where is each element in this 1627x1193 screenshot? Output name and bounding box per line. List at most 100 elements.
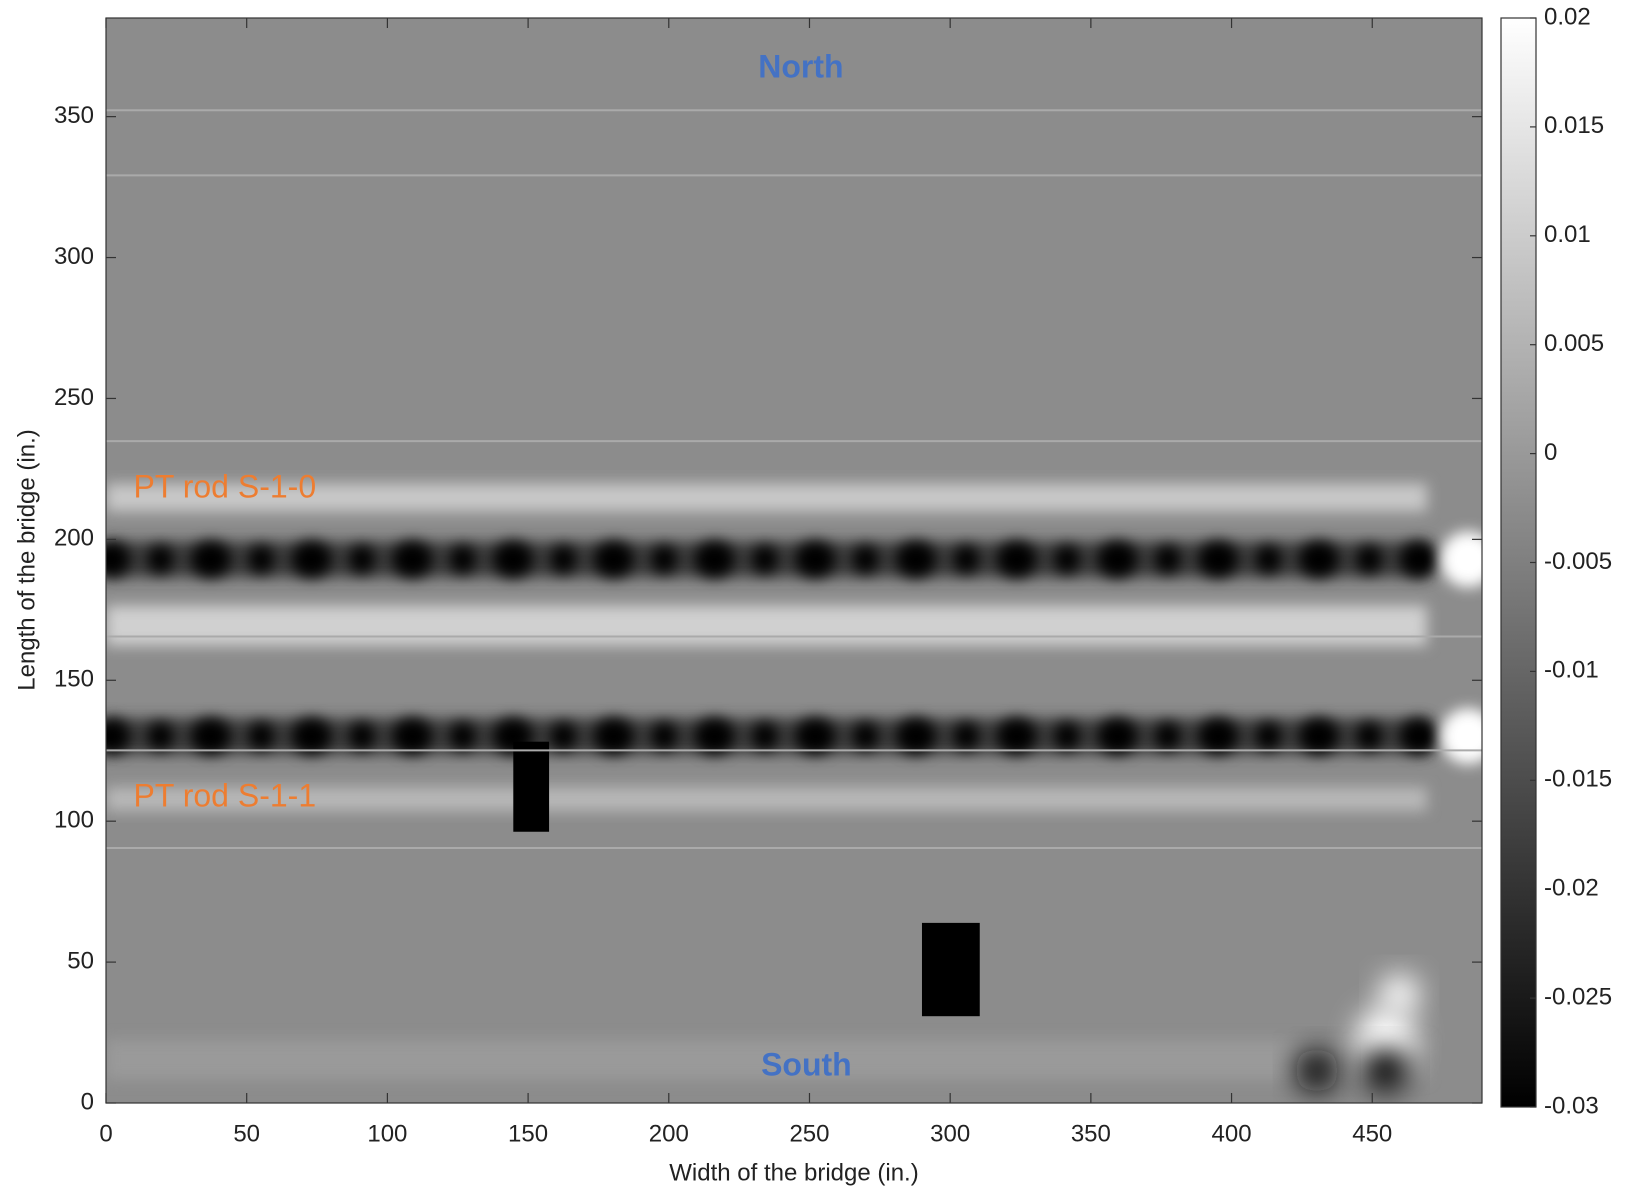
rod-spot <box>1399 541 1440 578</box>
rod-spot <box>996 718 1037 755</box>
x-tick-label: 400 <box>1212 1120 1252 1147</box>
y-tick-label: 150 <box>54 666 94 693</box>
rod-spot <box>291 541 332 578</box>
rod-spot <box>953 545 980 574</box>
x-tick-label: 0 <box>99 1120 112 1147</box>
rod-spot <box>1154 545 1181 574</box>
rod-spot <box>550 545 577 574</box>
rod-spot <box>106 718 131 755</box>
rod-spot <box>852 722 879 751</box>
rod-spot <box>1255 722 1282 751</box>
rod-spot <box>291 718 332 755</box>
rod-spot <box>895 541 936 578</box>
light-band <box>106 605 1427 646</box>
x-tick-label: 200 <box>649 1120 689 1147</box>
plot-frame <box>105 17 1483 1104</box>
colorbar-tick-label: 0.01 <box>1544 221 1591 248</box>
rod-spot <box>1298 718 1339 755</box>
rod-spot <box>1356 722 1383 751</box>
rod-spot <box>392 541 433 578</box>
light-band <box>106 1039 1427 1080</box>
rod-spot <box>348 722 375 751</box>
annotation: PT rod S-1-0 <box>134 468 317 504</box>
y-axis-label: Length of the bridge (in.) <box>13 429 40 691</box>
x-tick-label: 350 <box>1071 1120 1111 1147</box>
rod-spot <box>852 545 879 574</box>
y-tick-label: 50 <box>67 947 94 974</box>
rod-spot <box>449 545 476 574</box>
colorbar-tick-label: 0.005 <box>1544 330 1604 357</box>
heatmap-field <box>106 18 1482 1103</box>
rod-spot <box>795 541 836 578</box>
rod-spot <box>651 545 678 574</box>
rod-spot <box>1053 722 1080 751</box>
rod-spot <box>1399 718 1440 755</box>
rod-spot <box>1198 541 1239 578</box>
rod-spot <box>1255 545 1282 574</box>
rod-spot <box>106 541 131 578</box>
rod-spot <box>996 541 1037 578</box>
x-tick-label: 150 <box>508 1120 548 1147</box>
rod-spot <box>694 541 735 578</box>
colorbar-tick-label: -0.005 <box>1544 548 1612 575</box>
rod-spot <box>449 722 476 751</box>
x-tick-label: 100 <box>367 1120 407 1147</box>
colorbar-tick-label: 0 <box>1544 439 1557 466</box>
rod-spot <box>550 722 577 751</box>
corner-spot <box>1355 1007 1416 1068</box>
annotation: PT rod S-1-1 <box>134 777 317 813</box>
annotation: South <box>761 1046 852 1082</box>
rod-spot <box>493 541 534 578</box>
annotation: North <box>758 48 843 84</box>
rod-spot <box>751 545 778 574</box>
colorbar-tick-label: -0.02 <box>1544 875 1599 902</box>
rod-spot <box>1097 541 1138 578</box>
bright-spot <box>1440 708 1482 765</box>
x-tick-label: 300 <box>930 1120 970 1147</box>
y-tick-label: 350 <box>54 102 94 129</box>
rod-spot <box>593 541 634 578</box>
colorbar-tick-label: -0.025 <box>1544 983 1612 1010</box>
rod-spot <box>147 722 174 751</box>
light-band <box>106 787 1427 812</box>
rod-spot <box>248 722 275 751</box>
rod-spot <box>1053 545 1080 574</box>
corner-spot <box>1363 1048 1408 1093</box>
colorbar-tick-label: -0.01 <box>1544 657 1599 684</box>
rod-spot <box>1298 541 1339 578</box>
y-tick-label: 300 <box>54 243 94 270</box>
colorbar-tick-label: -0.03 <box>1544 1092 1599 1119</box>
light-band <box>106 483 1427 512</box>
mask-block <box>513 741 550 832</box>
x-axis-label: Width of the bridge (in.) <box>669 1159 918 1186</box>
corner-spot <box>1379 974 1420 1015</box>
rod-spot <box>953 722 980 751</box>
y-tick-label: 100 <box>54 807 94 834</box>
rod-spot <box>593 718 634 755</box>
rod-spot <box>694 718 735 755</box>
rod-spot <box>190 541 231 578</box>
rod-spot <box>795 718 836 755</box>
y-tick-label: 0 <box>81 1088 94 1115</box>
rod-spot <box>1356 545 1383 574</box>
x-tick-label: 450 <box>1352 1120 1392 1147</box>
rod-spot <box>1198 718 1239 755</box>
rod-spot <box>651 722 678 751</box>
rod-spot <box>190 718 231 755</box>
rod-spot <box>248 545 275 574</box>
rod-spot <box>1097 718 1138 755</box>
colorbar-tick-label: 0.015 <box>1544 112 1604 139</box>
rod-spot <box>348 545 375 574</box>
colorbar-tick-label: -0.015 <box>1544 766 1612 793</box>
colorbar-tick-label: 0.02 <box>1544 3 1591 30</box>
rod-spot <box>751 722 778 751</box>
y-tick-label: 200 <box>54 525 94 552</box>
corner-spot <box>1294 1048 1339 1093</box>
rod-spot <box>147 545 174 574</box>
rod-spot <box>1154 722 1181 751</box>
mask-block <box>921 922 980 1017</box>
y-tick-label: 250 <box>54 384 94 411</box>
x-tick-label: 250 <box>789 1120 829 1147</box>
